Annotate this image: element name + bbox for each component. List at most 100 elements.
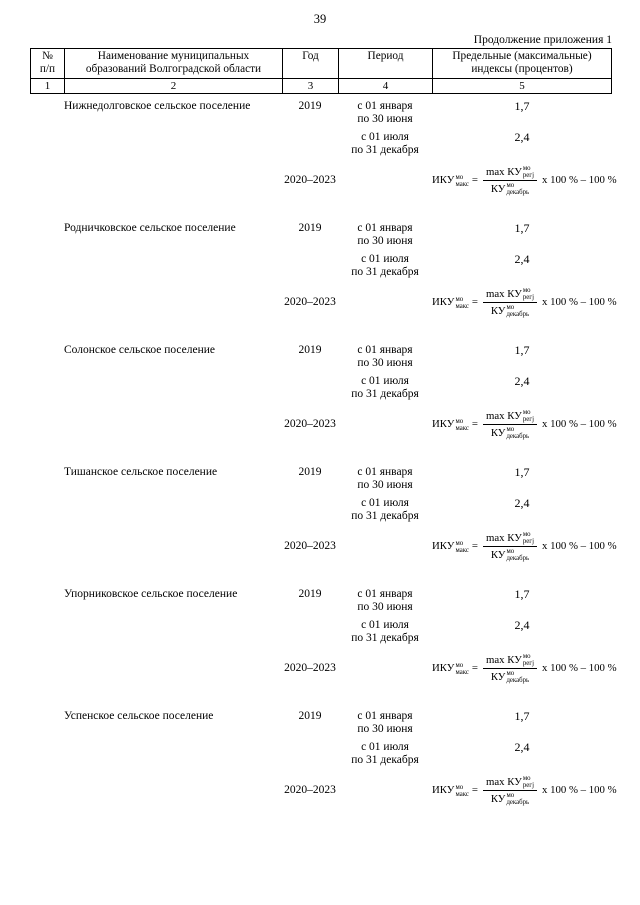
spacer-cell: [282, 741, 338, 767]
fraction: max КУ мо регj КУ мо декабрь: [482, 775, 537, 806]
spacer-cell: [30, 588, 64, 614]
fraction: max КУ мо регj КУ мо декабрь: [482, 409, 537, 440]
spacer-cell: [30, 497, 64, 523]
spacer-cell: [64, 619, 282, 645]
period-jan-jun: с 01 января по 30 июня: [357, 710, 413, 735]
settlement-block: Упорниковское сельское поселение 2019 с …: [30, 588, 617, 685]
spacer-cell: [64, 253, 282, 279]
column-numbers-row: 1 2 3 4 5: [30, 78, 612, 94]
header-year: Год: [283, 49, 339, 78]
period-jul-dec: с 01 июля по 31 декабря: [351, 253, 419, 278]
row-period1: Нижнедолговское сельское поселение 2019 …: [30, 100, 612, 126]
spacer-cell: [30, 131, 64, 157]
row-formula: 2020–2023 ИКУ мо макс = max КУ мо регj КУ мо д…: [30, 409, 617, 440]
settlement-name: Родничковское сельское поселение: [64, 222, 236, 234]
index-value: 1,7: [514, 587, 530, 601]
index-formula: ИКУ мо макс = max КУ мо регj КУ мо декабрь x 1…: [432, 287, 617, 318]
page-number: 39: [313, 12, 327, 26]
index-value: 2,4: [514, 252, 530, 266]
year-value: 2019: [298, 466, 322, 478]
row-formula: 2020–2023 ИКУ мо макс = max КУ мо регj КУ мо д…: [30, 775, 617, 806]
period-jul-dec: с 01 июля по 31 декабря: [351, 619, 419, 644]
spacer-cell: [30, 253, 64, 279]
index-value: 1,7: [514, 709, 530, 723]
year-value: 2019: [298, 344, 322, 356]
period-jan-jun: с 01 января по 30 июня: [357, 222, 413, 247]
spacer-cell: [282, 131, 338, 157]
year-value: 2019: [298, 222, 322, 234]
period-jan-jun: с 01 января по 30 июня: [357, 100, 413, 125]
row-period1: Упорниковское сельское поселение 2019 с …: [30, 588, 612, 614]
spacer-cell: [282, 619, 338, 645]
settlement-block: Солонское сельское поселение 2019 с 01 я…: [30, 344, 617, 441]
row-period1: Тишанское сельское поселение 2019 с 01 я…: [30, 466, 612, 492]
settlement-block: Успенское сельское поселение 2019 с 01 я…: [30, 710, 617, 807]
header-index: Предельные (максимальные) индексы (проце…: [452, 50, 592, 75]
year-range: 2020–2023: [284, 174, 336, 186]
continuation-label: Продолжение приложения 1: [473, 34, 612, 46]
index-value: 2,4: [514, 618, 530, 632]
settlement-name: Тишанское сельское поселение: [64, 466, 218, 478]
col-number-4: 4: [339, 79, 433, 93]
index-value: 2,4: [514, 496, 530, 510]
row-period2: с 01 июля по 31 декабря 2,4: [30, 375, 612, 401]
year-range: 2020–2023: [284, 784, 336, 796]
row-period2: с 01 июля по 31 декабря 2,4: [30, 497, 612, 523]
col-number-2: 2: [65, 79, 283, 93]
year-range: 2020–2023: [284, 418, 336, 430]
index-value: 2,4: [514, 740, 530, 754]
period-jul-dec: с 01 июля по 31 декабря: [351, 741, 419, 766]
settlement-block: Нижнедолговское сельское поселение 2019 …: [30, 100, 617, 197]
spacer-cell: [282, 375, 338, 401]
spacer-cell: [64, 741, 282, 767]
spacer-cell: [30, 344, 64, 370]
period-jul-dec: с 01 июля по 31 декабря: [351, 497, 419, 522]
row-formula: 2020–2023 ИКУ мо макс = max КУ мо регj КУ мо д…: [30, 531, 617, 562]
table-header-row: № п/п Наименование муниципальных образов…: [30, 48, 612, 78]
year-value: 2019: [298, 100, 322, 112]
year-range: 2020–2023: [284, 662, 336, 674]
spacer-cell: [30, 222, 64, 248]
col-number-1: 1: [31, 79, 65, 93]
row-period1: Успенское сельское поселение 2019 с 01 я…: [30, 710, 612, 736]
index-formula: ИКУ мо макс = max КУ мо регj КУ мо декабрь x 1…: [432, 165, 617, 196]
index-formula: ИКУ мо макс = max КУ мо регj КУ мо декабрь x 1…: [432, 775, 617, 806]
row-period1: Солонское сельское поселение 2019 с 01 я…: [30, 344, 612, 370]
row-period2: с 01 июля по 31 декабря 2,4: [30, 253, 612, 279]
appendix-table: № п/п Наименование муниципальных образов…: [30, 48, 617, 807]
spacer-cell: [282, 497, 338, 523]
row-period2: с 01 июля по 31 декабря 2,4: [30, 619, 612, 645]
col-number-3: 3: [283, 79, 339, 93]
period-jul-dec: с 01 июля по 31 декабря: [351, 131, 419, 156]
row-formula: 2020–2023 ИКУ мо макс = max КУ мо регj КУ мо д…: [30, 653, 617, 684]
index-formula: ИКУ мо макс = max КУ мо регj КУ мо декабрь x 1…: [432, 653, 617, 684]
period-jan-jun: с 01 января по 30 июня: [357, 466, 413, 491]
spacer-cell: [64, 131, 282, 157]
header-num: № п/п: [31, 49, 65, 78]
spacer-cell: [64, 375, 282, 401]
spacer-cell: [30, 710, 64, 736]
col-number-5: 5: [519, 80, 525, 92]
header-name: Наименование муниципальных образований В…: [65, 49, 283, 78]
header-period: Период: [339, 49, 433, 78]
fraction: max КУ мо регj КУ мо декабрь: [482, 165, 537, 196]
row-period1: Родничковское сельское поселение 2019 с …: [30, 222, 612, 248]
year-value: 2019: [298, 710, 322, 722]
fraction: max КУ мо регj КУ мо декабрь: [482, 287, 537, 318]
settlement-name: Упорниковское сельское поселение: [64, 588, 238, 600]
index-value: 1,7: [514, 99, 530, 113]
fraction: max КУ мо регj КУ мо декабрь: [482, 653, 537, 684]
row-period2: с 01 июля по 31 декабря 2,4: [30, 131, 612, 157]
spacer-cell: [30, 741, 64, 767]
settlement-name: Солонское сельское поселение: [64, 344, 215, 356]
year-range: 2020–2023: [284, 540, 336, 552]
index-value: 1,7: [514, 343, 530, 357]
index-formula: ИКУ мо макс = max КУ мо регj КУ мо декабрь x 1…: [432, 531, 617, 562]
settlement-block: Тишанское сельское поселение 2019 с 01 я…: [30, 466, 617, 563]
row-period2: с 01 июля по 31 декабря 2,4: [30, 741, 612, 767]
spacer-cell: [282, 253, 338, 279]
index-value: 1,7: [514, 221, 530, 235]
period-jan-jun: с 01 января по 30 июня: [357, 344, 413, 369]
index-formula: ИКУ мо макс = max КУ мо регj КУ мо декабрь x 1…: [432, 409, 617, 440]
